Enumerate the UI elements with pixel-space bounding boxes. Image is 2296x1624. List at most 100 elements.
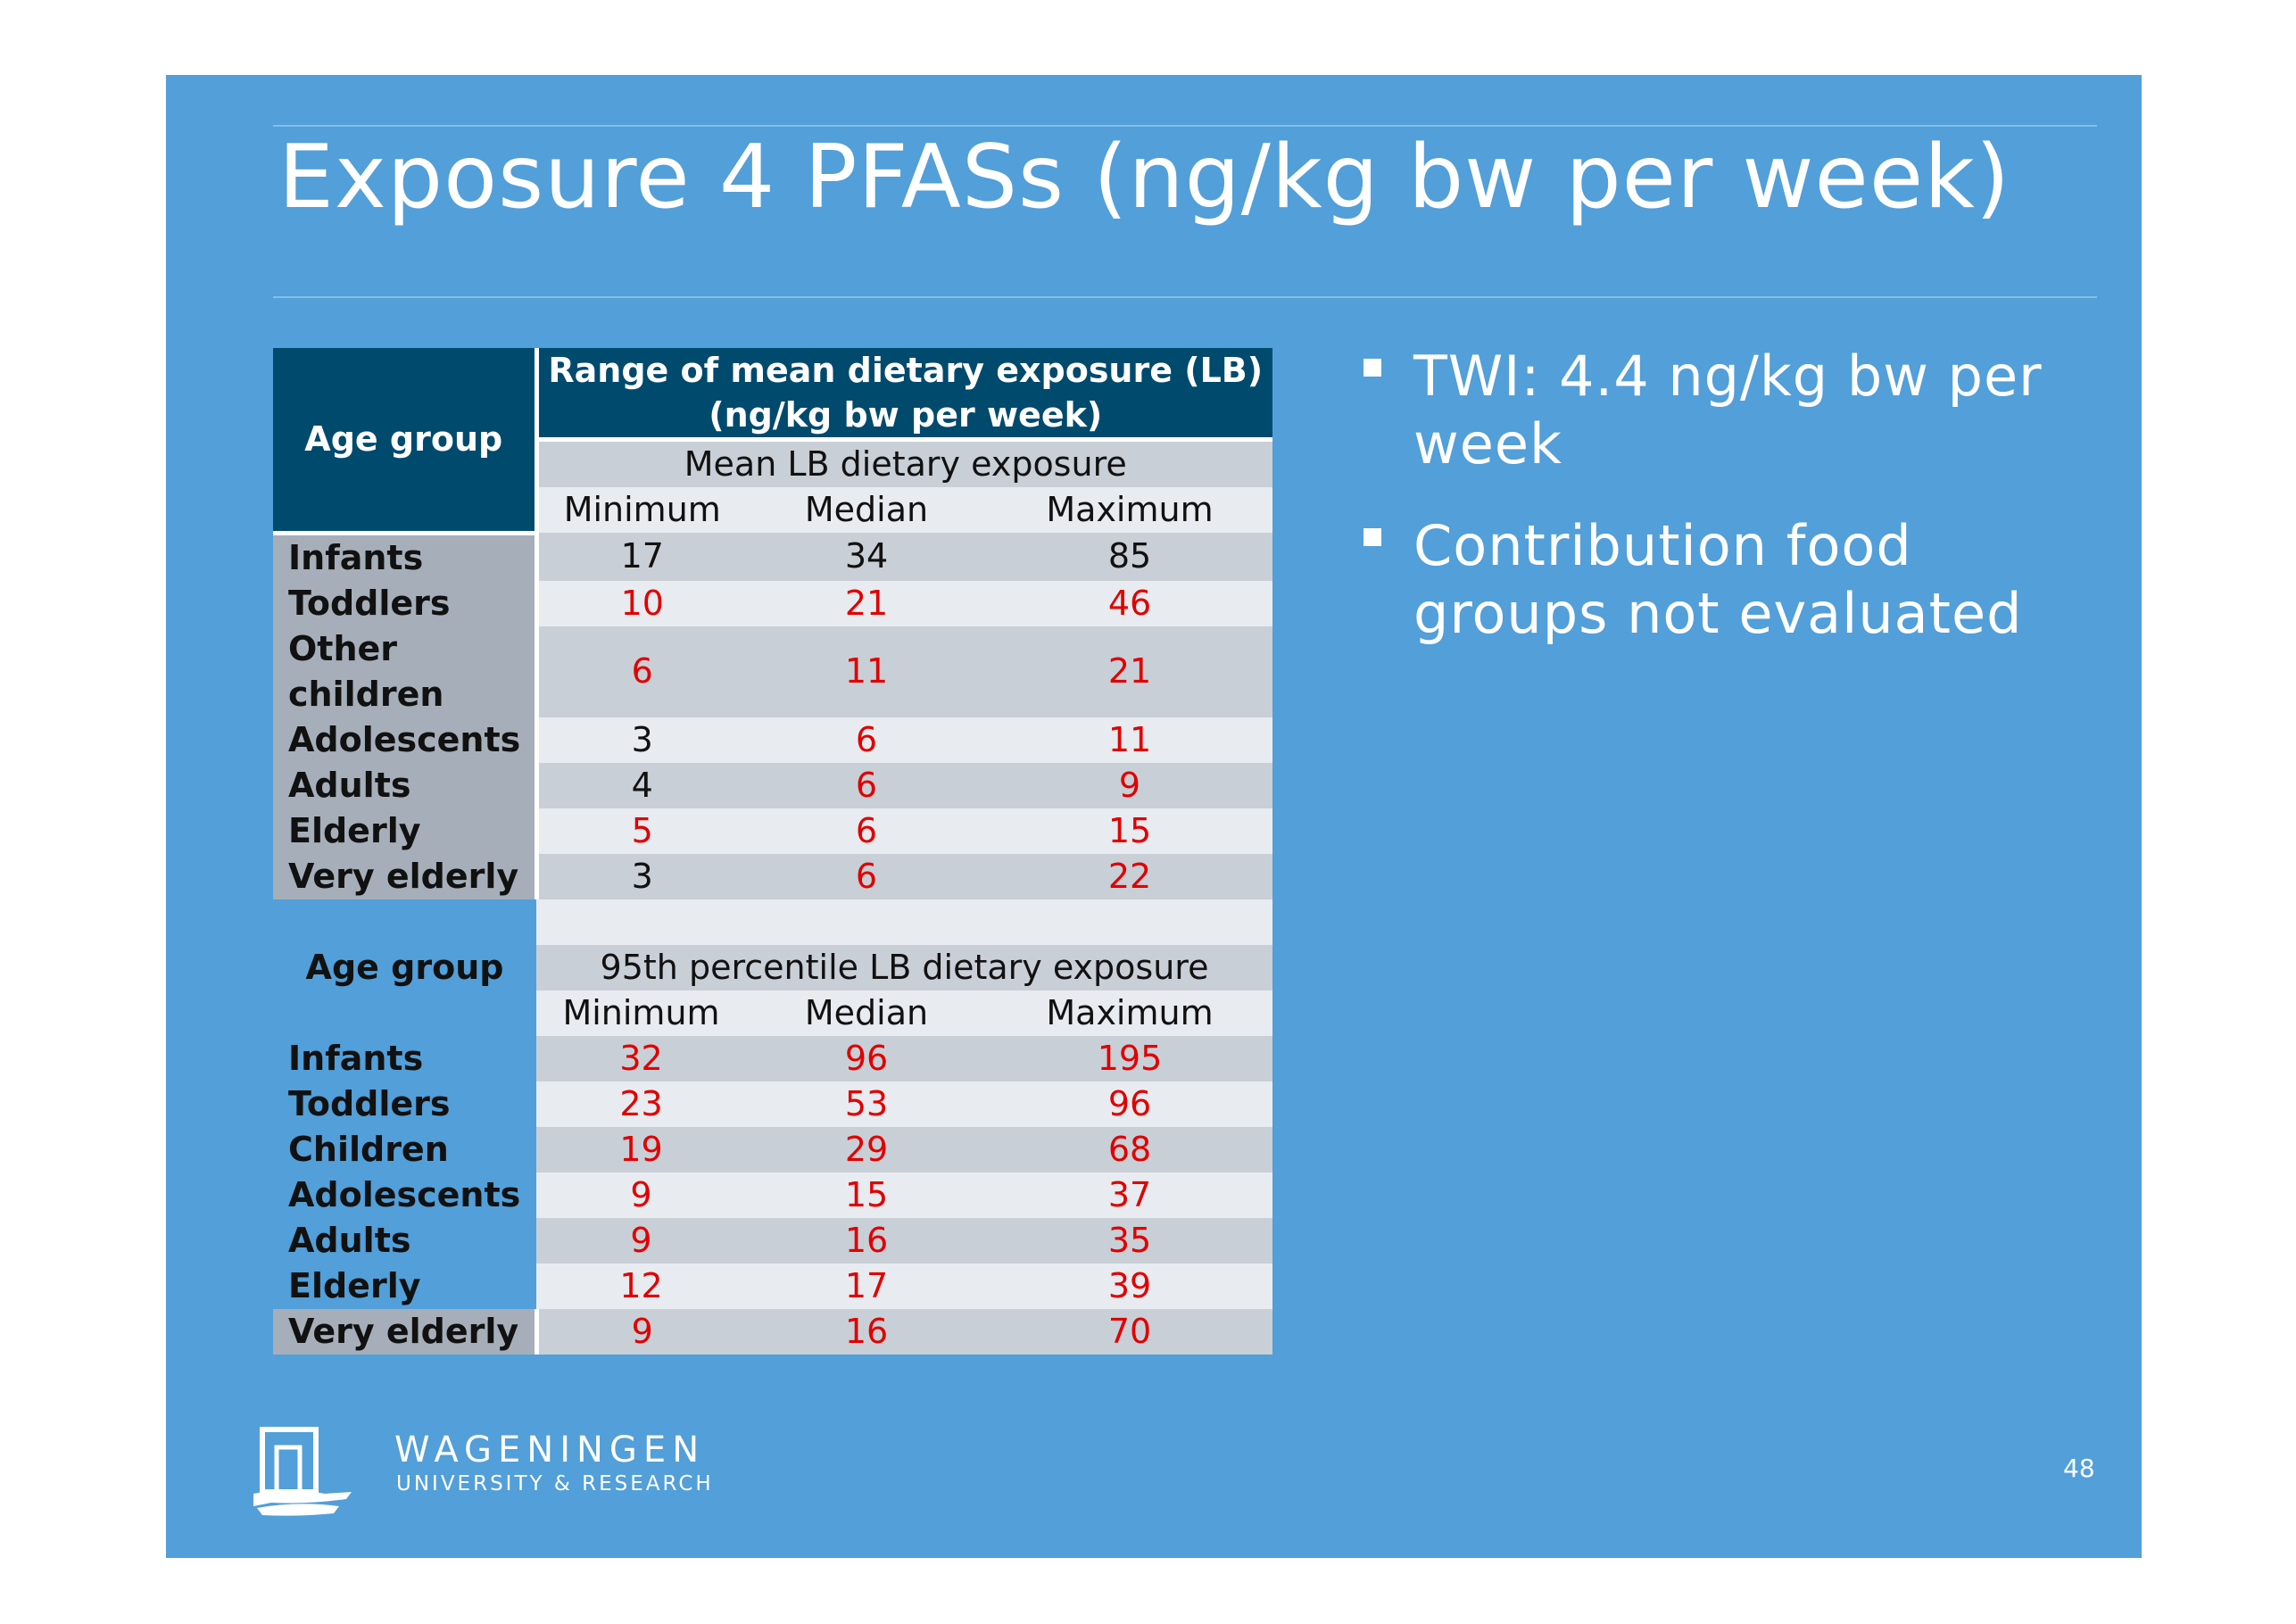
cell-minimum: 5: [536, 808, 746, 854]
row-label: Toddlers: [273, 580, 539, 626]
cell-minimum: 6: [536, 626, 746, 717]
cell-maximum: 22: [987, 853, 1273, 899]
cell-minimum: 3: [536, 717, 746, 763]
cell-maximum: 15: [987, 808, 1273, 854]
table-header-row: Age group Range of mean dietary exposure…: [273, 348, 1273, 535]
cell-maximum: 70: [987, 1308, 1273, 1355]
cell-minimum: 9: [536, 1217, 746, 1264]
bullet-list: TWI: 4.4 ng/kg bw per week Contribution …: [1364, 343, 2095, 682]
table-row: Toddlers 10 21 46: [273, 580, 1273, 626]
cell-median: 11: [746, 626, 987, 717]
cell-maximum: 46: [987, 580, 1273, 626]
logo-name: WAGENINGEN: [394, 1429, 706, 1471]
cell-minimum: 32: [536, 1035, 746, 1081]
table-row: Elderly 12 17 39: [273, 1263, 1273, 1309]
square-bullet-icon: [1364, 528, 1381, 546]
table-row: Toddlers 23 53 96: [273, 1081, 1273, 1127]
column-header-maximum: Maximum: [987, 487, 1273, 533]
table-row: Adults 4 6 9: [273, 762, 1273, 808]
column-header-maximum: Maximum: [987, 990, 1273, 1036]
cell-median: 6: [746, 717, 987, 763]
table-row: Very elderly 3 6 22: [273, 853, 1273, 899]
row-label: Very elderly: [273, 853, 539, 899]
cell-maximum: 68: [987, 1126, 1273, 1172]
title-rule: [273, 296, 2097, 298]
cell-maximum: 21: [987, 626, 1273, 717]
cell-median: 29: [746, 1126, 987, 1172]
spacer-cell: [273, 990, 536, 1036]
row-label: Adolescents: [273, 717, 539, 763]
spacer-row: [273, 899, 1273, 945]
cell-median: 34: [746, 533, 987, 581]
column-header-median: Median: [746, 487, 987, 533]
spacer-cell: [273, 899, 536, 945]
row-label: Children: [273, 1126, 536, 1172]
cell-median: 21: [746, 580, 987, 626]
cell-minimum: 10: [536, 580, 746, 626]
cell-minimum: 4: [536, 762, 746, 808]
age-group-label: Age group: [273, 944, 536, 990]
cell-median: 15: [746, 1172, 987, 1218]
row-label: Infants: [273, 1035, 536, 1081]
cell-minimum: 9: [536, 1172, 746, 1218]
cell-minimum: 17: [536, 533, 746, 581]
cell-median: 53: [746, 1081, 987, 1127]
cell-maximum: 9: [987, 762, 1273, 808]
cell-median: 6: [746, 808, 987, 854]
square-bullet-icon: [1364, 359, 1381, 377]
table-row: Elderly 5 6 15: [273, 808, 1273, 854]
table-row: Very elderly 9 16 70: [273, 1308, 1273, 1355]
top-rule: [273, 125, 2097, 127]
row-label: Elderly: [273, 808, 539, 854]
table-row: Children 19 29 68: [273, 1126, 1273, 1172]
logo-subtitle: UNIVERSITY & RESEARCH: [396, 1472, 714, 1496]
section2-columns-row: Minimum Median Maximum: [273, 990, 1273, 1036]
table-row: Infants 17 34 85: [273, 533, 1273, 581]
row-label: Adults: [273, 762, 539, 808]
range-header: Range of mean dietary exposure (LB) (ng/…: [534, 348, 1273, 442]
section2-title: 95th percentile LB dietary exposure: [536, 944, 1273, 990]
column-header-median: Median: [746, 990, 987, 1036]
section1-title: Mean LB dietary exposure: [534, 439, 1273, 487]
cell-maximum: 85: [987, 533, 1273, 581]
cell-median: 16: [746, 1308, 987, 1355]
cell-maximum: 35: [987, 1217, 1273, 1264]
cell-median: 6: [746, 762, 987, 808]
spacer-cell: [536, 899, 1273, 945]
row-label: Toddlers: [273, 1081, 536, 1127]
cell-median: 16: [746, 1217, 987, 1264]
exposure-table: Age group Range of mean dietary exposure…: [273, 348, 1273, 1355]
cell-minimum: 19: [536, 1126, 746, 1172]
section2-title-row: Age group 95th percentile LB dietary exp…: [273, 944, 1273, 990]
row-label: Adolescents: [273, 1172, 536, 1218]
cell-minimum: 3: [536, 853, 746, 899]
section1-title-row: Mean LB dietary exposure: [273, 439, 1273, 487]
cell-maximum: 39: [987, 1263, 1273, 1309]
bullet-item: TWI: 4.4 ng/kg bw per week: [1364, 343, 2095, 478]
column-header-minimum: Minimum: [534, 487, 746, 533]
table-row: Other children 6 11 21: [273, 626, 1273, 717]
bullet-item: Contribution food groups not evaluated: [1364, 512, 2095, 648]
cell-maximum: 37: [987, 1172, 1273, 1218]
row-label: Elderly: [273, 1263, 536, 1309]
section1-columns-row: Minimum Median Maximum: [273, 487, 1273, 533]
slide-title: Exposure 4 PFASs (ng/kg bw per week): [278, 127, 2011, 228]
cell-median: 96: [746, 1035, 987, 1081]
bullet-text: TWI: 4.4 ng/kg bw per week: [1413, 344, 2043, 476]
column-header-minimum: Minimum: [536, 990, 746, 1036]
page-number: 48: [2063, 1454, 2095, 1483]
table-row: Adolescents 3 6 11: [273, 717, 1273, 763]
table-row: Infants 32 96 195: [273, 1035, 1273, 1081]
cell-minimum: 12: [536, 1263, 746, 1309]
bullet-text: Contribution food groups not evaluated: [1413, 513, 2023, 646]
cell-minimum: 9: [536, 1308, 746, 1355]
cell-maximum: 96: [987, 1081, 1273, 1127]
wur-gate-logo-icon: [253, 1427, 352, 1516]
row-label: Other children: [273, 626, 539, 717]
table-row: Adolescents 9 15 37: [273, 1172, 1273, 1218]
cell-minimum: 23: [536, 1081, 746, 1127]
cell-median: 6: [746, 853, 987, 899]
slide: Exposure 4 PFASs (ng/kg bw per week) Age…: [166, 75, 2142, 1558]
cell-maximum: 195: [987, 1035, 1273, 1081]
cell-median: 17: [746, 1263, 987, 1309]
